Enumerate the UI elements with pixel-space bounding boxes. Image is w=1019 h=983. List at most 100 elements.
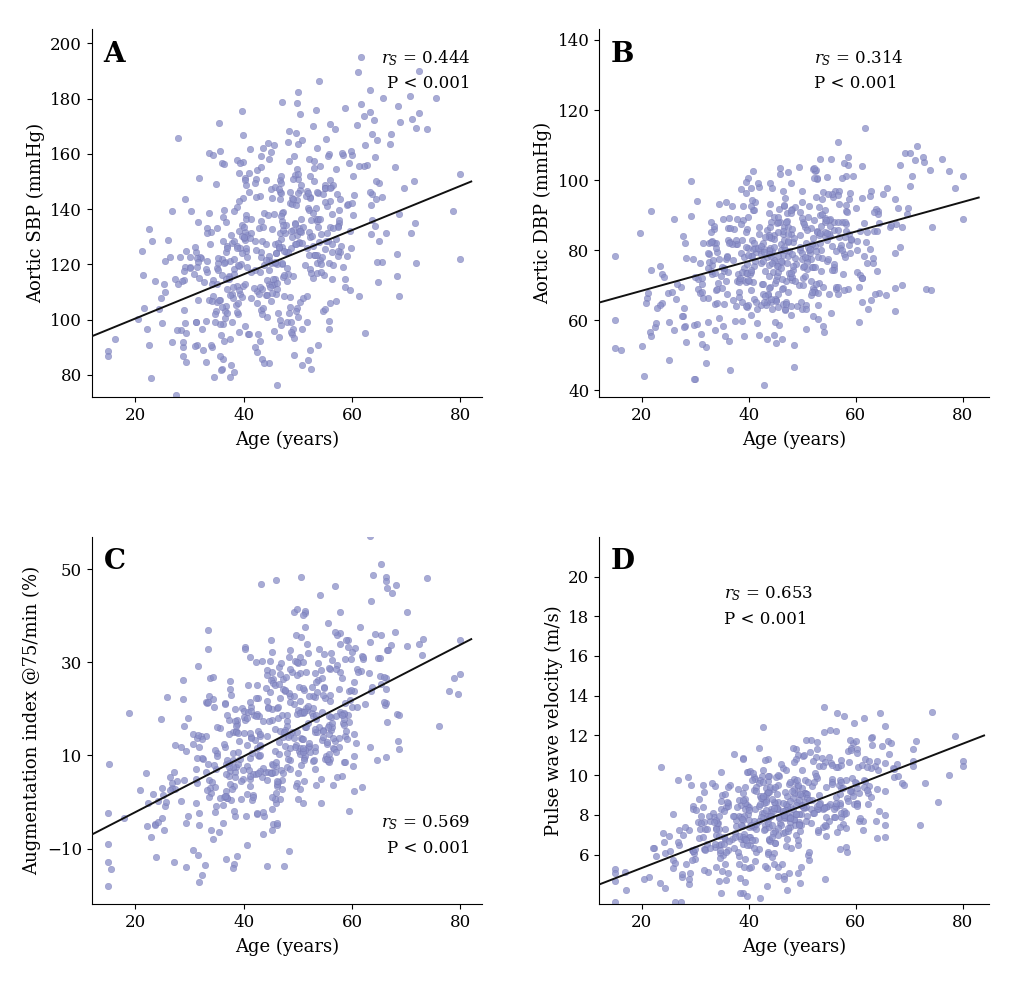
Point: [238, 808, 255, 824]
X-axis label: Age (years): Age (years): [742, 431, 846, 449]
Point: [786, 200, 802, 215]
Point: [217, 788, 233, 804]
Point: [197, 856, 213, 872]
Point: [249, 740, 265, 756]
Point: [807, 750, 823, 766]
Point: [247, 339, 263, 355]
Point: [826, 789, 843, 805]
Point: [735, 785, 751, 801]
Point: [791, 277, 807, 293]
Point: [767, 293, 784, 309]
Point: [758, 860, 774, 876]
Point: [316, 646, 332, 662]
Point: [780, 264, 796, 280]
Point: [789, 298, 805, 314]
Point: [266, 743, 282, 759]
Point: [269, 710, 285, 725]
Point: [249, 806, 265, 822]
Point: [786, 337, 802, 353]
Point: [176, 718, 193, 733]
Point: [230, 194, 247, 209]
Point: [667, 291, 684, 307]
Point: [798, 222, 814, 238]
Point: [419, 570, 435, 586]
Point: [318, 131, 334, 146]
Point: [636, 368, 652, 383]
Point: [835, 806, 851, 822]
Point: [265, 757, 281, 773]
Point: [225, 233, 242, 249]
Point: [283, 665, 300, 680]
Point: [307, 665, 323, 680]
Point: [720, 363, 737, 378]
Point: [378, 642, 394, 658]
Point: [760, 229, 776, 245]
Point: [954, 210, 970, 226]
Point: [302, 744, 318, 760]
Point: [823, 777, 840, 792]
Point: [248, 708, 264, 723]
Point: [706, 265, 722, 281]
Point: [764, 263, 781, 279]
Point: [840, 237, 856, 253]
Point: [606, 865, 623, 881]
Point: [296, 752, 312, 768]
Point: [189, 260, 205, 275]
Point: [783, 307, 799, 322]
Point: [719, 798, 736, 814]
Point: [242, 650, 258, 665]
Point: [871, 706, 888, 722]
Point: [790, 816, 806, 832]
Point: [660, 314, 677, 329]
Point: [174, 691, 191, 707]
Point: [318, 734, 334, 750]
Point: [285, 329, 302, 345]
Point: [758, 222, 774, 238]
Point: [802, 732, 818, 748]
Point: [870, 803, 887, 819]
Point: [261, 151, 277, 167]
Point: [813, 192, 829, 207]
Point: [754, 286, 770, 302]
Point: [308, 674, 324, 690]
Point: [761, 833, 777, 848]
Point: [273, 773, 289, 788]
Point: [801, 245, 817, 260]
Point: [735, 750, 751, 766]
Point: [202, 236, 218, 252]
Point: [820, 749, 837, 765]
Point: [765, 209, 782, 225]
Point: [342, 682, 359, 698]
Point: [451, 632, 468, 648]
Point: [760, 227, 776, 243]
Point: [717, 251, 734, 266]
Point: [769, 249, 786, 264]
Point: [259, 309, 275, 324]
Point: [253, 148, 269, 164]
Point: [175, 772, 192, 787]
Point: [398, 605, 415, 620]
Point: [738, 221, 754, 237]
Point: [769, 214, 786, 230]
Point: [287, 778, 304, 793]
Point: [242, 142, 258, 157]
Point: [825, 214, 842, 230]
Point: [236, 318, 253, 334]
Point: [795, 270, 811, 286]
Point: [270, 746, 286, 762]
Point: [321, 172, 337, 188]
Point: [833, 775, 849, 790]
Point: [730, 272, 746, 288]
Point: [336, 696, 353, 712]
Point: [239, 677, 256, 693]
Point: [832, 237, 848, 253]
Point: [820, 226, 837, 242]
Point: [250, 747, 266, 763]
Point: [665, 322, 682, 338]
Point: [259, 663, 275, 678]
Point: [814, 801, 830, 817]
Point: [361, 665, 377, 680]
Point: [157, 254, 173, 269]
Point: [283, 197, 300, 212]
Point: [321, 256, 337, 271]
